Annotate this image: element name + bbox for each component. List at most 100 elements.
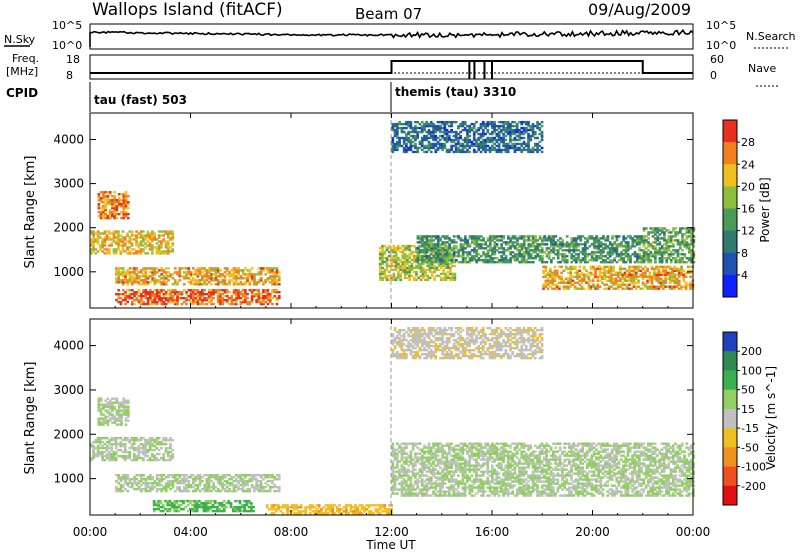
range-gate-cell [502,136,505,140]
range-gate-cell [264,289,268,292]
range-gate-cell [108,199,112,202]
range-gate-cell [193,503,197,507]
range-gate-cell [466,243,470,246]
range-gate-cell [149,275,152,278]
range-gate-cell [135,252,138,255]
range-gate-cell [121,485,125,489]
range-gate-cell [436,241,440,244]
range-gate-cell [106,203,110,206]
range-gate-cell [115,487,118,491]
range-gate-cell [518,134,521,138]
range-gate-cell [128,456,132,460]
range-gate-cell [690,235,693,238]
range-gate-cell [434,136,438,140]
range-gate-cell [685,229,689,232]
range-gate-cell [615,243,619,246]
range-gate-cell [392,246,396,250]
range-gate-cell [511,124,515,128]
range-gate-cell [196,273,200,276]
range-gate-cell [401,268,405,272]
range-gate-cell [562,269,566,273]
range-gate-cell [409,138,413,142]
range-gate-cell [638,247,641,250]
range-gate-cell [392,278,396,282]
range-gate-cell [574,257,578,260]
range-gate-cell [418,146,422,150]
range-gate-cell [684,275,688,278]
range-gate-cell [237,277,240,280]
range-gate-cell [640,239,644,242]
range-gate-cell [90,444,93,448]
range-gate-cell [175,509,179,513]
range-gate-cell [538,144,542,148]
range-gate-cell [250,300,254,304]
range-gate-cell [162,230,166,233]
range-gate-cell [90,442,93,446]
range-gate-cell [475,241,479,244]
range-gate-cell [590,257,594,260]
range-gate-cell [124,417,128,420]
range-gate-cell [603,265,606,269]
range-gate-cell [443,126,447,130]
range-gate-cell [515,126,519,130]
range-gate-cell [470,241,474,244]
range-gate-cell [192,267,195,270]
range-gate-cell [108,230,111,233]
range-gate-cell [607,279,611,282]
range-gate-cell [120,193,123,196]
range-gate-cell [468,261,472,264]
range-gate-cell [259,489,263,493]
range-gate-cell [585,273,588,276]
range-gate-cell [416,136,420,140]
range-gate-cell [135,291,139,294]
range-gate-cell [124,473,127,477]
range-gate-cell [668,273,672,276]
range-gate-cell [516,239,519,242]
range-gate-cell [108,403,112,406]
range-gate-cell [550,245,553,248]
range-gate-cell [619,265,622,269]
range-gate-cell [475,150,478,154]
range-gate-cell [484,126,487,130]
range-gate-cell [606,235,610,238]
range-gate-cell [651,241,655,244]
range-gate-cell [482,243,485,246]
range-gate-cell [550,259,553,262]
range-gate-cell [692,251,696,254]
range-gate-cell [192,283,195,286]
range-gate-cell [545,261,549,264]
range-gate-cell [203,485,206,489]
range-gate-cell [234,298,238,302]
range-gate-cell [553,271,557,274]
range-gate-cell [162,281,166,284]
range-gate-cell [601,267,604,271]
range-gate-cell [146,230,150,233]
range-gate-cell [155,289,159,292]
range-gate-cell [185,296,188,300]
range-gate-cell [601,277,604,280]
range-gate-cell [121,271,125,274]
range-gate-cell [491,247,494,250]
range-gate-cell [106,397,110,400]
range-gate-cell [207,501,210,505]
range-gate-cell [666,277,670,280]
range-gate-cell [111,214,114,218]
range-gate-cell [651,235,655,238]
range-gate-cell [484,261,488,264]
range-gate-cell [527,138,530,142]
range-gate-cell [123,242,127,245]
range-gate-cell [599,241,603,244]
range-gate-cell [531,241,535,244]
range-gate-cell [117,481,121,485]
range-gate-cell [531,126,535,130]
range-gate-cell [406,258,409,262]
range-gate-cell [657,269,661,273]
range-gate-cell [441,144,444,148]
range-gate-cell [436,249,440,252]
range-gate-cell [221,483,225,487]
range-gate-cell [117,201,121,204]
range-gate-cell [139,479,143,483]
range-gate-cell [633,235,637,238]
range-gate-cell [615,237,619,240]
range-gate-cell [403,256,407,260]
